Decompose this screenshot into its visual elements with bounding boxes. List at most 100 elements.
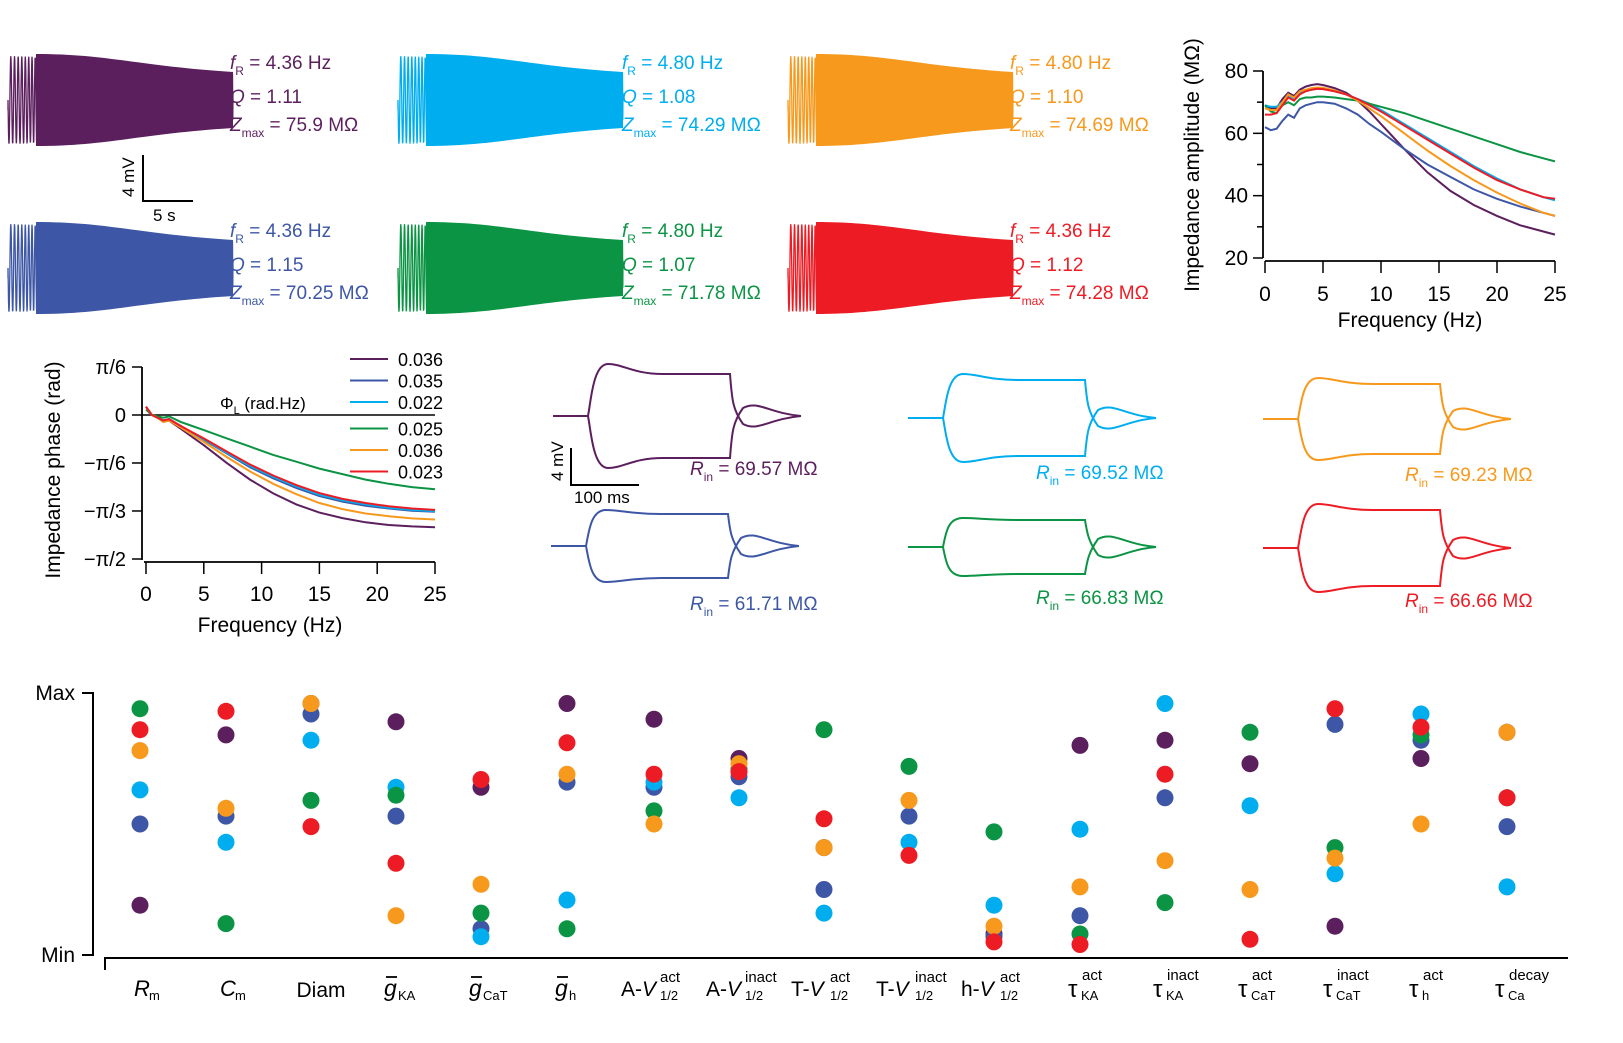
category-sub: 1/2	[1000, 988, 1018, 1003]
rin-trace-depolarizing	[1263, 502, 1512, 560]
scatter-category-label: Diam	[296, 979, 345, 1002]
rin-trace-depolarizing	[553, 362, 802, 428]
scatter-point-blue	[1156, 789, 1174, 807]
text-part: f	[1010, 53, 1017, 74]
scatter-point-green	[558, 920, 576, 938]
text-part: = 1.08	[637, 87, 696, 108]
text-part: R	[690, 594, 704, 615]
phase-y-tick-label: −π/3	[84, 501, 126, 523]
rin-trace-group: Rin = 66.83 MΩ	[908, 516, 1164, 613]
phase-x-tick-label: 25	[423, 583, 446, 606]
scatter-point-green	[217, 915, 235, 933]
amplitude-x-axis-label: Frequency (Hz)	[1338, 309, 1483, 332]
scatter-point-red	[1326, 700, 1344, 718]
scatter-point-cyan	[1412, 705, 1430, 723]
amplitude-x-tick-label: 25	[1543, 283, 1566, 306]
category-main: τ	[1495, 976, 1505, 1003]
scatter-category-label: h-V 1/2 act	[961, 969, 1021, 1003]
text-part: = 1.07	[637, 255, 696, 276]
fr-label: fR = 4.36 Hz	[230, 221, 331, 246]
scatter-category-label: A-V 1/2 inact	[706, 969, 778, 1003]
scatter-point-cyan	[900, 833, 918, 851]
text-part: R	[1015, 64, 1024, 78]
category-sub: h	[1422, 988, 1429, 1003]
category-main: τ	[1153, 976, 1163, 1003]
category-sup: act	[1423, 967, 1444, 984]
category-sup: act	[1252, 967, 1273, 984]
rin-label: Rin = 69.23 MΩ	[1405, 465, 1533, 490]
category-sub: 1/2	[915, 988, 933, 1003]
text-part: = 66.66 MΩ	[1428, 591, 1533, 612]
category-sub: CaT	[483, 988, 508, 1003]
phase-legend-label: 0.023	[398, 463, 443, 483]
text-part: V	[642, 978, 658, 1001]
text-part: A-	[621, 978, 642, 1001]
phase-y-tick-label: π/6	[96, 357, 126, 379]
scatter-point-cyan	[217, 833, 235, 851]
category-main: g	[555, 975, 568, 1001]
category-sub: 1/2	[660, 988, 678, 1003]
scatter-point-cyan	[1326, 865, 1344, 883]
scale-bar-rin	[570, 448, 639, 486]
text-part: Z	[1009, 283, 1023, 304]
text-part: g	[384, 975, 397, 1001]
scatter-category-label: T-V 1/2 act	[791, 969, 851, 1003]
q-label: Q = 1.10	[1010, 87, 1083, 108]
phase-x-tick-label: 15	[308, 583, 331, 606]
scatter-category-label: T-V 1/2 inact	[876, 969, 948, 1003]
amplitude-series-blue	[1264, 101, 1556, 217]
scatter-category-label: g KA	[384, 975, 416, 1003]
rin-trace-hyperpolarizing	[553, 404, 802, 470]
amplitude-series-purple	[1264, 83, 1556, 236]
rin-trace-hyperpolarizing	[1263, 407, 1512, 462]
phase-x-tick-label: 10	[250, 583, 273, 606]
text-part: Q	[230, 87, 245, 108]
scatter-point-blue	[900, 807, 918, 825]
phase-x-tick-label: 20	[366, 583, 389, 606]
text-part: max	[242, 294, 265, 308]
rin-label: Rin = 69.57 MΩ	[690, 459, 818, 484]
text-part: R	[235, 232, 244, 246]
text-part: in	[704, 470, 713, 484]
scatter-point-purple	[217, 726, 235, 744]
scatter-point-purple	[1326, 917, 1344, 935]
scatter-point-orange	[302, 695, 320, 712]
text-part: = 4.80 Hz	[636, 221, 723, 242]
category-sub: h	[569, 988, 576, 1003]
zmax-label: Zmax = 70.25 MΩ	[229, 283, 369, 308]
scatter-point-red	[302, 818, 320, 836]
phase-y-tick-label: −π/2	[84, 549, 126, 571]
category-sup: inact	[915, 969, 948, 986]
fr-label: fR = 4.36 Hz	[1010, 221, 1111, 246]
zap-trace-envelope	[816, 222, 1013, 314]
rin-trace-depolarizing	[551, 508, 800, 558]
rin-trace-group: Rin = 66.66 MΩ	[1263, 502, 1533, 616]
scatter-point-purple	[1071, 736, 1089, 754]
fr-label: fR = 4.36 Hz	[230, 53, 331, 78]
scatter-category-label: τ h act	[1409, 967, 1444, 1003]
scatter-point-red	[387, 854, 405, 872]
phase-x-tick-label: 0	[140, 583, 152, 606]
scatter-point-blue	[387, 807, 405, 825]
scatter-point-cyan	[1071, 820, 1089, 838]
text-part: max	[634, 294, 657, 308]
text-part: Z	[229, 115, 243, 136]
rin-trace-hyperpolarizing	[1263, 536, 1512, 594]
phase-x-axis-label: Frequency (Hz)	[198, 614, 343, 637]
text-part: (rad.Hz)	[240, 394, 306, 413]
rin-trace-hyperpolarizing	[908, 535, 1157, 578]
scatter-point-purple	[1412, 750, 1430, 767]
amplitude-x-tick-label: 15	[1427, 283, 1450, 306]
q-label: Q = 1.08	[622, 87, 695, 108]
category-sup: act	[660, 969, 681, 986]
text-part: f	[1010, 221, 1017, 242]
amplitude-y-tick-label: 20	[1225, 247, 1248, 270]
phase-y-tick-label: 0	[115, 405, 126, 427]
category-main: R	[134, 976, 150, 1001]
scatter-point-cyan	[730, 789, 748, 807]
scatter-point-red	[217, 702, 235, 720]
